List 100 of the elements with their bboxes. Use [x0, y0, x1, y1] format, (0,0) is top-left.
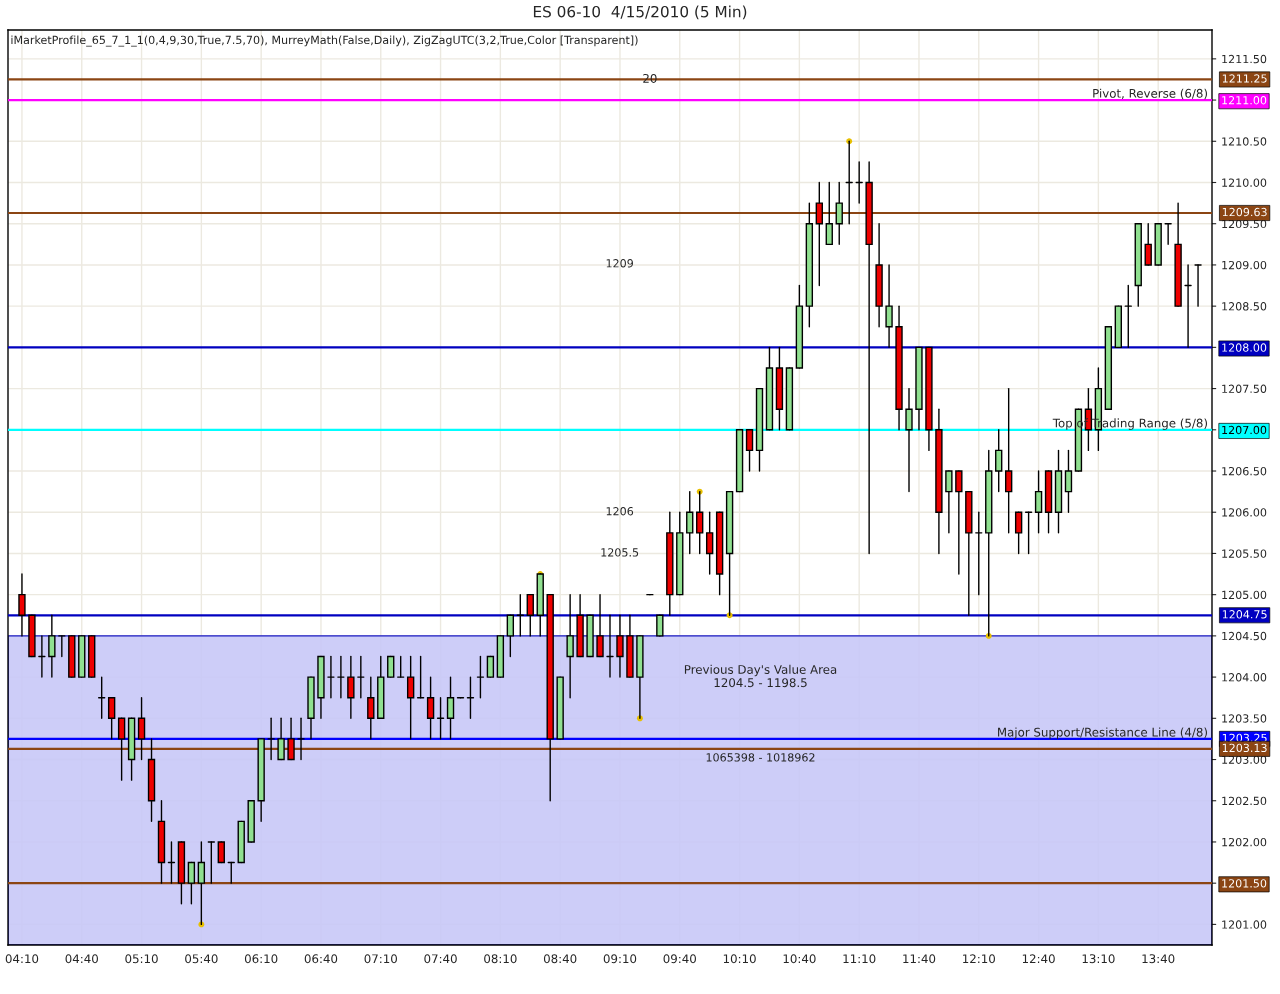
- x-tick-label: 08:10: [484, 954, 517, 964]
- y-tick-label: 1206.50: [1222, 466, 1267, 476]
- candlestick: [825, 181, 833, 246]
- candlestick: [117, 717, 126, 781]
- x-tick-label: 10:10: [723, 954, 756, 964]
- x-tick-label: 13:40: [1142, 954, 1175, 964]
- candlestick: [48, 614, 56, 678]
- y-tick-label: 1204.00: [1222, 673, 1267, 682]
- candlestick: [1004, 387, 1013, 534]
- y-tick-label: 1211.50: [1222, 54, 1267, 64]
- candlestick: [58, 635, 66, 658]
- y-tick-label: 1208.50: [1222, 302, 1267, 311]
- y-tick-label: 1208.00: [1222, 343, 1267, 352]
- candlestick: [406, 655, 415, 740]
- candlestick: [616, 614, 624, 678]
- x-tick-label: 11:40: [903, 954, 936, 964]
- x-tick-label: 06:40: [304, 954, 338, 964]
- x-tick-label: 06:10: [244, 954, 278, 964]
- y-tick-label: 1210.50: [1222, 137, 1267, 146]
- y-tick-label: 1205.00: [1222, 590, 1267, 600]
- candlestick: [945, 470, 953, 534]
- candlestick: [995, 429, 1003, 493]
- candlestick: [566, 593, 574, 699]
- candlestick: [337, 655, 345, 699]
- candlestick: [267, 717, 275, 761]
- y-tick-label: 1201.50: [1222, 879, 1267, 888]
- candlestick: [18, 573, 26, 637]
- candlestick: [686, 490, 694, 555]
- x-tick-label: 04:40: [65, 954, 98, 964]
- ref-line-label: 1203.25: [1222, 733, 1267, 743]
- y-tick-label: 1207.00: [1222, 425, 1267, 435]
- candlestick: [476, 655, 485, 699]
- x-tick-label: 10:40: [783, 954, 816, 964]
- annotation: 1205.5: [601, 548, 639, 557]
- x-tick-label: 04:10: [5, 954, 39, 964]
- x-tick-label: 09:40: [663, 954, 696, 964]
- x-tick-label: 12:10: [963, 954, 995, 964]
- candlestick: [1014, 511, 1023, 555]
- x-tick-label: 12:40: [1022, 954, 1055, 964]
- ref-line-label: 1203.13: [1222, 743, 1267, 753]
- annotation: iMarketProfile_65_7_1_1(0,4,9,30,True,7.5,70), MurreyMath(False,Daily), ZigZagUTC(3,2,True,Color [Transparent]): [11, 35, 638, 47]
- candlestick: [656, 614, 664, 637]
- candlestick: [387, 655, 395, 678]
- y-tick-label: 1205.50: [1222, 549, 1267, 558]
- candlestick: [905, 387, 913, 493]
- candlestick: [745, 429, 754, 472]
- candlestick: [446, 676, 455, 740]
- candlestick: [217, 841, 225, 864]
- candlestick: [506, 614, 515, 658]
- x-tick-label: 13:10: [1082, 954, 1115, 964]
- candlestick: [1124, 284, 1132, 349]
- candlestick: [1064, 449, 1073, 513]
- candlestick: [38, 635, 46, 678]
- ref-line-label: 1209.63: [1222, 207, 1267, 217]
- candlestick: [855, 161, 863, 204]
- annotation: 1206: [606, 507, 634, 516]
- y-tick-label: 1209.00: [1222, 260, 1267, 270]
- y-tick-label: 1202.00: [1222, 837, 1267, 847]
- annotation: 1209: [606, 259, 633, 268]
- candlestick: [885, 264, 893, 349]
- candlestick: [975, 511, 983, 596]
- candlestick: [815, 181, 823, 287]
- candlestick: [1144, 223, 1152, 266]
- x-tick-label: 11:10: [843, 954, 876, 964]
- candlestick: [287, 717, 295, 761]
- candlestick: [606, 614, 614, 678]
- x-tick-label: 08:40: [543, 954, 577, 964]
- candlestick: [1034, 470, 1043, 534]
- ref-line-label: 1211.25: [1222, 74, 1267, 83]
- candlestick: [705, 511, 714, 575]
- x-tick-label: 07:10: [364, 954, 397, 964]
- candlestick: [357, 655, 365, 699]
- annotation: Pivot, Reverse (6/8): [1093, 88, 1207, 100]
- candlestick: [397, 655, 405, 678]
- y-tick-label: 1207.50: [1222, 384, 1267, 393]
- candlestick: [367, 676, 375, 740]
- candlestick: [207, 841, 216, 884]
- candlestick: [486, 655, 495, 678]
- y-tick-label: 1206.00: [1222, 508, 1267, 517]
- y-tick-label: 1203.50: [1222, 714, 1267, 723]
- y-tick-label: 1201.00: [1222, 920, 1267, 929]
- candlestick: [107, 697, 116, 740]
- band-label: Previous Day's Value Area 1204.5 - 1198.5: [684, 664, 837, 688]
- candlestick: [137, 697, 146, 761]
- annotation: Major Support/Resistance Line (4/8): [998, 727, 1207, 739]
- candlestick: [955, 470, 963, 575]
- y-tick-label: 1203.00: [1222, 755, 1267, 764]
- ref-line-label: 1204.75: [1222, 610, 1267, 619]
- candlestick: [426, 676, 435, 740]
- candlestick: [327, 655, 335, 699]
- y-tick-label: 1211.00: [1222, 96, 1267, 105]
- x-tick-label: 09:10: [603, 954, 637, 964]
- y-tick-label: 1210.00: [1222, 178, 1267, 187]
- candlestick: [835, 181, 843, 246]
- y-tick-label: 1209.50: [1222, 219, 1267, 229]
- x-tick-label: 05:40: [185, 954, 218, 964]
- candlestick: [277, 717, 285, 761]
- y-tick-label: 1202.50: [1222, 796, 1267, 806]
- candlestick: [297, 717, 305, 761]
- chart-title: ES 06-10 4/15/2010 (5 Min): [533, 5, 747, 20]
